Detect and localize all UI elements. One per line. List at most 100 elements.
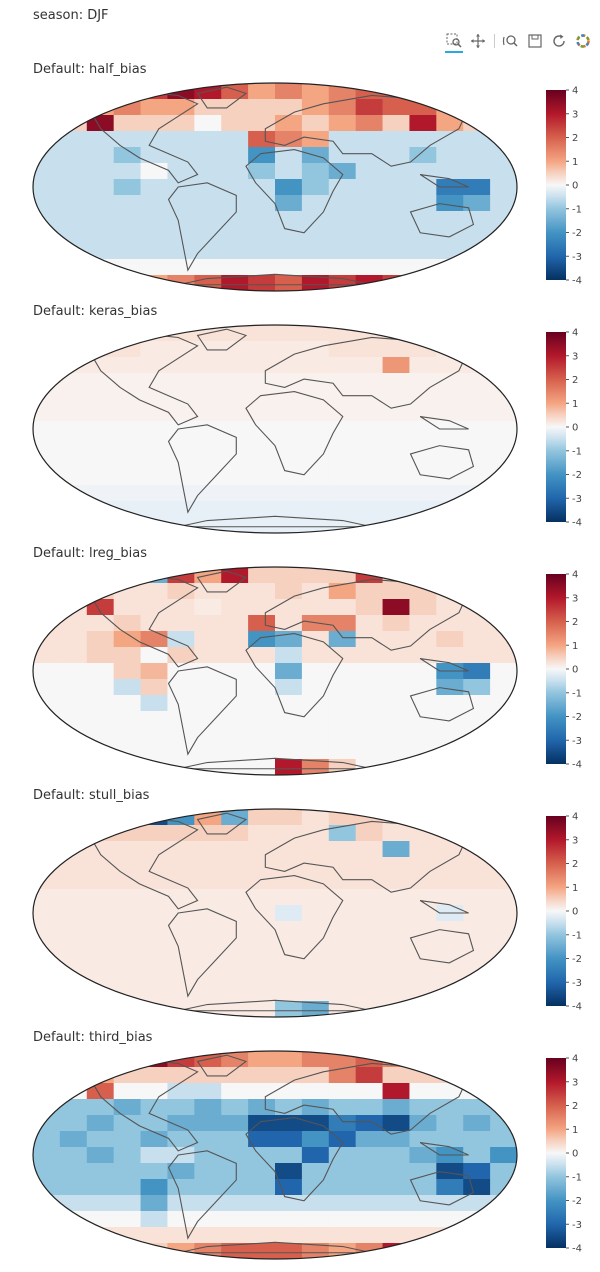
heat-cell	[490, 517, 517, 533]
heat-cell	[86, 809, 115, 826]
heat-cell	[167, 453, 195, 470]
heat-cell	[167, 615, 195, 632]
heat-cell	[167, 857, 195, 874]
heat-cell	[248, 759, 276, 775]
coastline	[169, 1151, 237, 1238]
heat-cell	[409, 259, 437, 276]
heat-cell	[33, 857, 61, 874]
heat-cell	[301, 567, 330, 584]
colorbar-tick-label: 3	[572, 351, 578, 362]
colorbar-tick-label: 0	[572, 1149, 578, 1160]
heat-cell	[59, 195, 88, 212]
map-panel[interactable]: Default: lreg_bias 4 3 2 1 0 -1 -2 -3 -4	[0, 546, 600, 788]
box-zoom-icon[interactable]	[445, 32, 463, 53]
reset-icon[interactable]	[550, 32, 568, 50]
pan-icon[interactable]	[469, 32, 487, 50]
heat-cell	[221, 985, 249, 1002]
heat-cell	[167, 873, 195, 890]
heat-cell	[33, 647, 61, 664]
heat-cell	[301, 99, 330, 116]
heat-cell	[490, 1131, 517, 1148]
heat-cell	[86, 921, 115, 938]
map-panel[interactable]: Default: keras_bias 4 3 2 1 0 -1 -2 -3 -4	[0, 304, 600, 546]
heat-cell	[490, 99, 517, 116]
heat-cell	[409, 679, 437, 696]
heat-cell	[113, 227, 141, 244]
heat-cell	[113, 389, 141, 406]
bias-map[interactable]: 4 3 2 1 0 -1 -2 -3 -4	[0, 788, 600, 1030]
bokeh-logo-icon[interactable]	[574, 32, 592, 50]
heat-cell	[248, 147, 276, 164]
heat-cell	[382, 131, 410, 148]
heat-cell	[328, 1083, 357, 1100]
colorbar-tick-label: 4	[572, 812, 578, 823]
heat-cell	[463, 211, 491, 228]
heat-cell	[382, 421, 410, 438]
wheel-zoom-icon[interactable]	[502, 32, 520, 50]
heat-cell	[328, 953, 357, 970]
heat-cell	[248, 227, 276, 244]
save-icon[interactable]	[526, 32, 544, 50]
colorbar-tick-label: 4	[572, 570, 578, 581]
coastline	[198, 1055, 246, 1076]
heat-cell	[436, 825, 464, 842]
heat-cell	[328, 405, 357, 422]
bias-map[interactable]: 4 3 2 1 0 -1 -2 -3 -4	[0, 304, 600, 546]
heat-cell	[275, 195, 303, 212]
heat-cell	[140, 631, 168, 648]
heat-cell	[275, 631, 303, 648]
bias-map[interactable]: 4 3 2 1 0 -1 -2 -3 -4	[0, 546, 600, 788]
heat-cell	[86, 163, 115, 180]
heat-cell	[463, 695, 491, 712]
heat-cell	[33, 1099, 61, 1116]
heat-cell	[194, 825, 222, 842]
heat-cell	[221, 1195, 249, 1212]
heat-cell	[463, 679, 491, 696]
heat-cell	[328, 679, 357, 696]
heat-cell	[113, 1131, 141, 1148]
heat-cell	[86, 825, 115, 842]
heat-cell	[221, 469, 249, 486]
heat-cell	[409, 1099, 437, 1116]
heat-cell	[275, 83, 303, 100]
heat-cell	[221, 405, 249, 422]
heat-cell	[463, 389, 491, 406]
heat-cell	[328, 841, 357, 858]
heat-cell	[275, 889, 303, 906]
heat-cell	[33, 1163, 61, 1180]
heat-cell	[490, 583, 517, 600]
heat-cell	[490, 905, 517, 922]
heat-cell	[59, 437, 88, 454]
heat-cell	[382, 99, 410, 116]
map-panel[interactable]: Default: stull_bias 4 3 2 1 0 -1 -2 -3 -4	[0, 788, 600, 1030]
toolbar-separator	[494, 34, 495, 48]
colorbar-tick-label: -3	[572, 252, 582, 263]
heat-cell	[33, 1083, 61, 1100]
heat-cell	[167, 695, 195, 712]
heat-cell	[113, 1163, 141, 1180]
heat-cell	[409, 83, 437, 100]
heat-cell	[33, 1051, 61, 1068]
heat-cell	[275, 873, 303, 890]
bias-map[interactable]: 4 3 2 1 0 -1 -2 -3 -4	[0, 62, 600, 304]
heat-cell	[409, 1227, 437, 1244]
heat-cell	[194, 1067, 222, 1084]
heat-cell	[355, 663, 383, 680]
heat-cell	[59, 1243, 88, 1259]
heat-cell	[194, 1115, 222, 1132]
heat-cell	[355, 1211, 383, 1228]
heat-cell	[221, 341, 249, 358]
heat-cell	[221, 1115, 249, 1132]
map-panel[interactable]: Default: half_bias 4 3 2 1 0 -1 -2 -3 -4	[0, 62, 600, 304]
map-outline	[32, 566, 518, 776]
heat-cell	[301, 1051, 330, 1068]
heat-cell	[86, 953, 115, 970]
heat-cell	[436, 147, 464, 164]
bias-map[interactable]: 4 3 2 1 0 -1 -2 -3 -4	[0, 1030, 600, 1272]
heat-cell	[490, 615, 517, 632]
heat-cell	[409, 1051, 437, 1068]
coastline	[246, 1118, 343, 1201]
heat-cell	[167, 647, 195, 664]
heat-cell	[301, 711, 330, 728]
map-panel[interactable]: Default: third_bias 4 3 2 1 0 -1 -2 -3 -4	[0, 1030, 600, 1272]
